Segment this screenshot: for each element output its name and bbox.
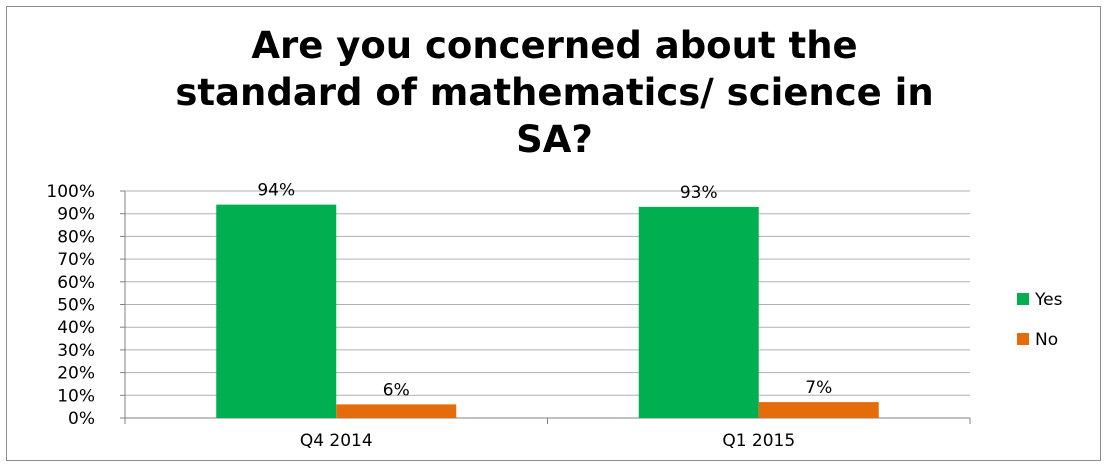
y-tick-label: 100% xyxy=(46,182,95,202)
legend-swatch-no xyxy=(1017,333,1029,345)
data-label: 6% xyxy=(383,380,410,400)
chart-title-line-2: standard of mathematics/ science in xyxy=(175,71,934,114)
bar-yes-q4-2014 xyxy=(216,204,337,418)
y-tick-label: 90% xyxy=(57,205,95,225)
x-tick-label: Q1 2015 xyxy=(722,431,795,451)
y-tick-label: 10% xyxy=(57,386,95,406)
legend-swatch-yes xyxy=(1017,293,1029,305)
y-tick-label: 0% xyxy=(68,409,95,429)
legend-label-yes: Yes xyxy=(1034,290,1063,310)
y-tick-label: 60% xyxy=(57,273,95,293)
chart-title-line-1: Are you concerned about the xyxy=(251,24,858,67)
bar-no-q4-2014 xyxy=(336,404,457,418)
data-label: 7% xyxy=(805,378,832,398)
data-label: 93% xyxy=(680,183,718,203)
y-tick-label: 80% xyxy=(57,227,95,247)
data-label: 94% xyxy=(257,181,295,201)
chart-frame xyxy=(6,6,1101,461)
x-tick-label: Q4 2014 xyxy=(300,431,373,451)
y-tick-label: 70% xyxy=(57,250,95,270)
y-tick-label: 40% xyxy=(57,318,95,338)
y-tick-label: 20% xyxy=(57,364,95,384)
bar-no-q1-2015 xyxy=(758,402,879,418)
y-tick-label: 50% xyxy=(57,296,95,316)
y-tick-label: 30% xyxy=(57,341,95,361)
chart-title: Are you concerned about the standard of … xyxy=(0,22,1109,163)
legend-label-no: No xyxy=(1035,330,1058,350)
chart-title-line-3: SA? xyxy=(516,118,593,161)
bar-yes-q1-2015 xyxy=(638,206,759,418)
